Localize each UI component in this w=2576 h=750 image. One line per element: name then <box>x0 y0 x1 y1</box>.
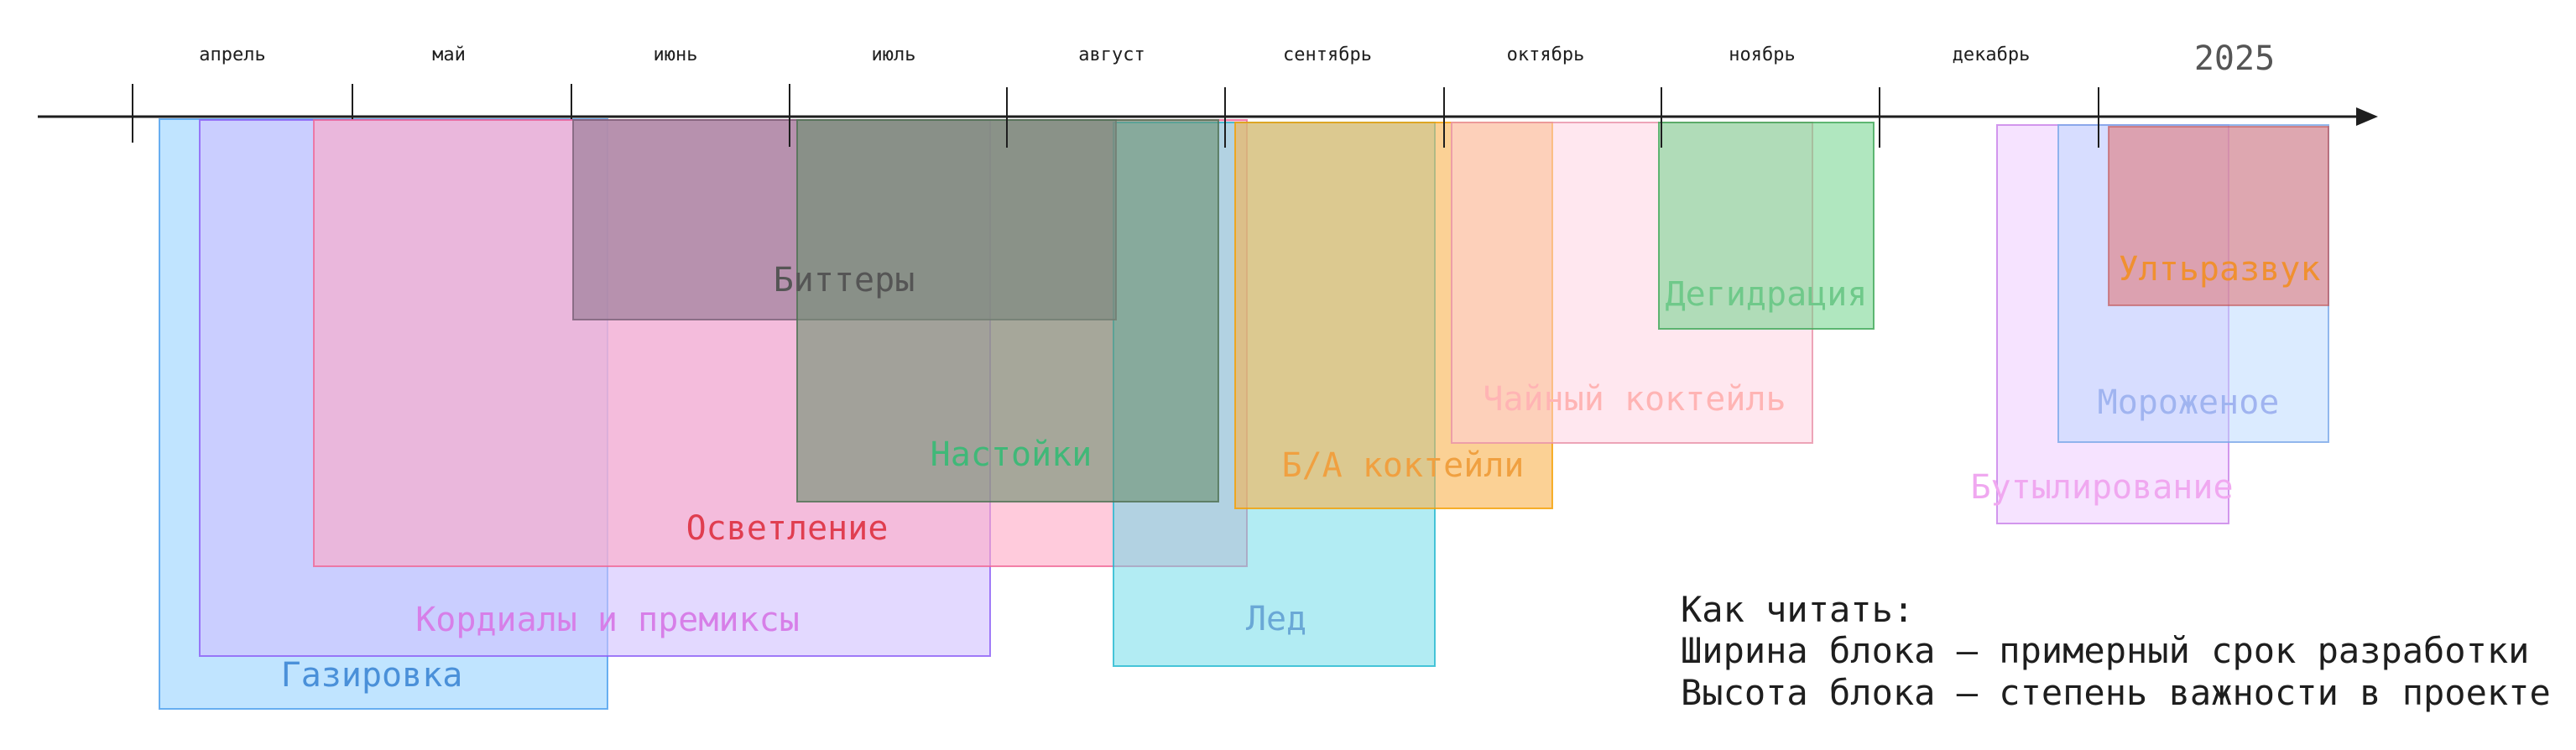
block-degidratsiya[interactable] <box>1658 122 1875 330</box>
legend-title: Как читать: <box>1681 589 1914 630</box>
month-label: май <box>432 44 466 65</box>
month-label: декабрь <box>1953 44 2031 65</box>
month-label: сентябрь <box>1283 44 1372 65</box>
axis-ticks <box>132 84 2099 148</box>
block-label-ultrazvuk: Ултьразвук <box>2119 250 2321 289</box>
month-label: октябрь <box>1507 44 1585 65</box>
block-label-osvetlenie: Осветление <box>686 509 889 548</box>
block-label-degidratsiya: Дегидрация <box>1666 275 1868 314</box>
block-label-nastoyki: Настойки <box>931 435 1092 474</box>
legend: Как читать: Ширина блока – примерный сро… <box>1681 589 2551 713</box>
block-label-chayny: Чайный коктейль <box>1483 380 1786 419</box>
block-label-kordialy: Кордиалы и премиксы <box>415 601 800 639</box>
month-label: июль <box>872 44 916 65</box>
block-labels-layer: Газировка Кордиалы и премиксы Осветление… <box>281 250 2321 695</box>
month-label: апрель <box>199 44 265 65</box>
block-label-gazirovka: Газировка <box>281 656 463 695</box>
year-label: 2025 <box>2194 39 2275 78</box>
block-label-butylirovanie: Бутылирование <box>1970 468 2233 507</box>
month-label: июнь <box>654 44 698 65</box>
block-label-led: Лед <box>1246 600 1306 638</box>
month-label: август <box>1078 44 1145 65</box>
blocks-layer <box>159 118 2329 710</box>
block-label-bitter: Биттеры <box>774 261 915 299</box>
legend-line-height: Высота блока – степень важности в проект… <box>1681 672 2551 713</box>
timeline-axis: апрель май июнь июль август сентябрь окт… <box>38 39 2378 148</box>
block-nastoyki[interactable] <box>796 119 1219 503</box>
month-label: ноябрь <box>1729 44 1795 65</box>
block-label-ba-kokteyli: Б/А коктейли <box>1282 446 1525 485</box>
month-labels: апрель май июнь июль август сентябрь окт… <box>199 44 2030 65</box>
block-ultrazvuk[interactable] <box>2108 126 2329 306</box>
legend-line-width: Ширина блока – примерный срок разработки <box>1681 630 2529 671</box>
axis-arrow-icon <box>2356 107 2378 126</box>
block-label-morozhenoe: Мороженое <box>2098 383 2280 422</box>
